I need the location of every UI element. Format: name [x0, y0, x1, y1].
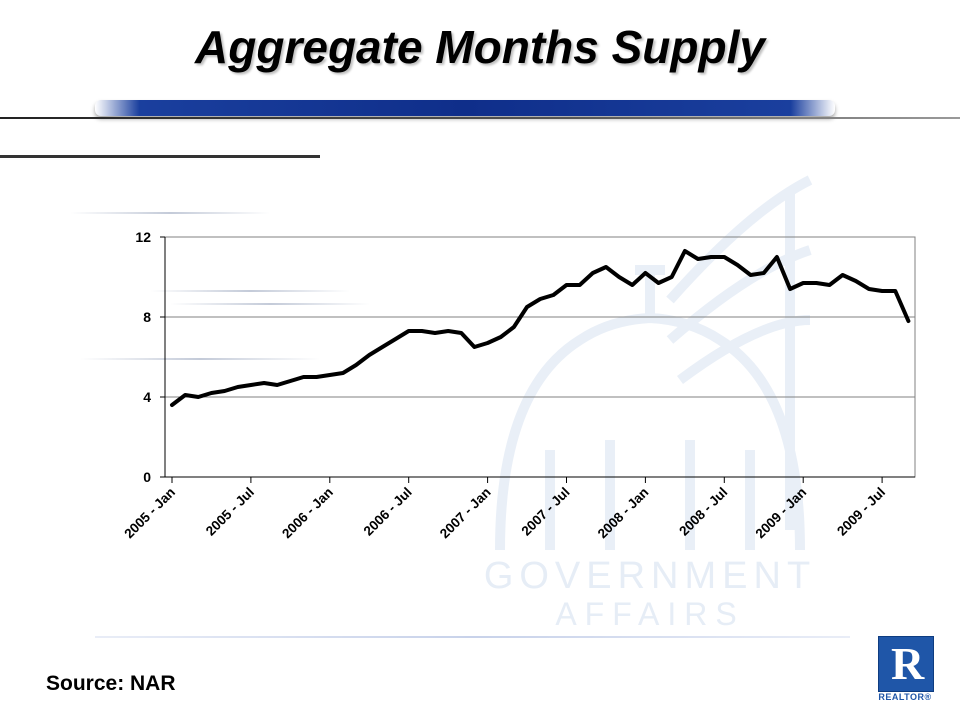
- data-point: [420, 329, 424, 333]
- plot-area-frame: [164, 236, 916, 478]
- data-point: [499, 335, 503, 339]
- data-point: [604, 265, 608, 269]
- data-point: [630, 283, 634, 287]
- title-accent-bar: [95, 100, 835, 116]
- data-point: [486, 341, 490, 345]
- data-point: [801, 281, 805, 285]
- data-point: [538, 297, 542, 301]
- x-tick-label: 2008 - Jul: [676, 485, 730, 539]
- x-tick-label: 2007 - Jan: [437, 485, 494, 542]
- data-point: [446, 329, 450, 333]
- x-tick-label: 2008 - Jan: [595, 485, 652, 542]
- data-point: [394, 337, 398, 341]
- data-point: [880, 289, 884, 293]
- decor-streak: [150, 290, 350, 292]
- data-point: [275, 383, 279, 387]
- data-point: [196, 395, 200, 399]
- y-tick-label: 12: [135, 229, 151, 245]
- realtor-logo-box: R: [878, 636, 934, 692]
- data-point: [709, 255, 713, 259]
- slide-title: Aggregate Months Supply: [195, 21, 765, 73]
- y-tick-label: 4: [143, 389, 151, 405]
- data-point: [657, 281, 660, 285]
- data-point: [828, 283, 831, 287]
- data-point: [736, 263, 739, 267]
- data-point: [749, 273, 753, 277]
- source-note: Source: NAR: [46, 672, 176, 695]
- x-tick-label: 2005 - Jul: [203, 485, 257, 539]
- watermark-line1: GOVERNMENT: [483, 555, 817, 597]
- data-point: [841, 273, 845, 277]
- data-point: [328, 373, 332, 377]
- data-point: [433, 331, 437, 335]
- data-point: [814, 281, 818, 285]
- data-point: [565, 283, 568, 287]
- x-tick-label: 2007 - Jul: [518, 485, 572, 539]
- x-tick-label: 2006 - Jan: [279, 485, 336, 542]
- data-point: [380, 345, 384, 349]
- data-point: [670, 275, 674, 279]
- data-point: [209, 391, 213, 395]
- data-point: [525, 305, 529, 309]
- data-point: [788, 287, 792, 291]
- decor-streak: [70, 212, 270, 214]
- data-point: [288, 379, 292, 383]
- data-point: [867, 287, 871, 291]
- x-tick-label: 2005 - Jan: [121, 485, 178, 542]
- data-point: [262, 381, 266, 385]
- decor-streak: [170, 303, 370, 305]
- data-point: [696, 257, 700, 261]
- y-tick-label: 8: [143, 309, 151, 325]
- data-point: [315, 375, 319, 379]
- data-point: [643, 271, 647, 275]
- realtor-logo-word: REALTOR®: [878, 692, 932, 702]
- data-point: [512, 325, 516, 329]
- data-point: [407, 329, 411, 333]
- header-rule-short: [0, 155, 320, 158]
- realtor-logo-letter: R: [891, 638, 925, 689]
- data-point: [893, 289, 897, 293]
- decor-streak: [80, 358, 320, 360]
- data-point: [341, 371, 345, 375]
- data-point: [578, 283, 582, 287]
- data-point: [683, 249, 687, 253]
- data-point: [472, 345, 476, 349]
- data-point: [906, 319, 910, 323]
- x-tick-label: 2006 - Jul: [361, 485, 415, 539]
- realtor-logo: R REALTOR®: [874, 636, 936, 708]
- data-point: [183, 393, 187, 397]
- watermark-line2: AFFAIRS: [555, 596, 745, 632]
- data-point: [223, 389, 227, 393]
- data-point: [551, 293, 555, 297]
- data-point: [236, 385, 240, 389]
- data-point: [722, 255, 726, 259]
- data-point: [617, 275, 621, 279]
- series-line-months-supply: [170, 249, 911, 407]
- data-point: [762, 271, 766, 275]
- footer-rule: [95, 636, 850, 638]
- data-point: [367, 353, 371, 357]
- data-point: [775, 255, 779, 259]
- x-tick-label: 2009 - Jan: [753, 485, 810, 542]
- data-point: [591, 271, 595, 275]
- x-tick-label: 2009 - Jul: [834, 485, 888, 539]
- data-point: [249, 383, 253, 387]
- y-tick-label: 0: [143, 469, 151, 485]
- data-point: [459, 331, 463, 335]
- data-point: [354, 363, 358, 367]
- data-point: [302, 375, 305, 379]
- header-rule: [0, 117, 960, 119]
- data-point: [170, 403, 174, 407]
- data-point: [854, 279, 858, 283]
